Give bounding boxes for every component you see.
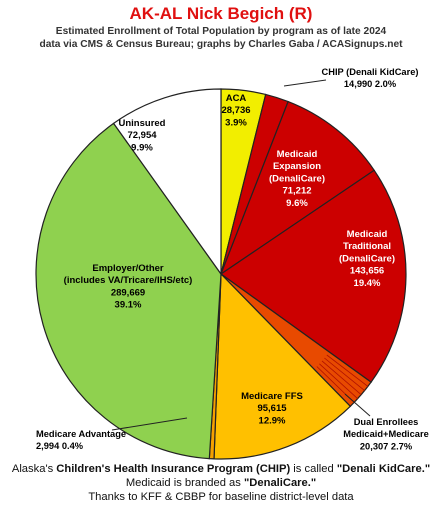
leader-lines <box>111 79 371 431</box>
label-employer-other: Employer/Other (includes VA/Tricare/IHS/e… <box>64 263 193 311</box>
leader-dual <box>344 393 371 417</box>
pie-slices <box>35 88 407 460</box>
dual-hatch-line <box>326 354 369 387</box>
footer-note: Alaska's Children's Health Insurance Pro… <box>0 462 442 504</box>
label-aca: ACA 28,736 3.9% <box>221 93 250 128</box>
chart-subtitle: Estimated Enrollment of Total Population… <box>0 25 442 51</box>
footer-line-1: Alaska's Children's Health Insurance Pro… <box>11 463 431 475</box>
dual-hatch-line <box>321 360 362 396</box>
slice-labels: ACA 28,736 3.9% CHIP (Denali KidCare) 14,990… <box>36 67 429 451</box>
leader-medicare-advantage <box>111 417 188 431</box>
slice-employer-other-includes-va-tricare-ihs-etc <box>35 122 222 460</box>
leader-chip <box>283 79 327 87</box>
footer-line-2: Medicaid is branded as "DenaliCare." <box>125 477 317 489</box>
slice-medicare-ffs <box>213 272 352 460</box>
label-medicare-ffs: Medicare FFS 95,615 12.9% <box>241 391 303 426</box>
chip-name: Children's Health Insurance Program (CHI… <box>56 463 291 475</box>
chip-brand: "Denali KidCare." <box>336 463 431 475</box>
footer-line-3: Thanks to KFF & CBBP for baseline distri… <box>88 491 354 503</box>
slice-medicaid-traditional-denalicare <box>219 169 407 383</box>
slice-medicaid-expansion-denalicare <box>219 100 376 276</box>
subtitle-line-1: Estimated Enrollment of Total Population… <box>55 26 387 37</box>
label-medicaid-traditional: Medicaid Traditional (DenaliCare) 143,656 19… <box>339 229 395 289</box>
chart-title: AK-AL Nick Begich (R) <box>129 4 313 23</box>
slice-uninsured <box>112 88 222 276</box>
label-medicaid-expansion: Medicaid Expansion (DenaliCare) 71,212 9.6% <box>269 149 325 209</box>
label-medicare-advantage: Medicare Advantage 2,994 0.4% <box>36 429 126 451</box>
dual-hatch-line <box>324 357 365 391</box>
medicaid-brand: "DenaliCare." <box>244 477 317 489</box>
subtitle-line-2: data via CMS & Census Bureau; graphs by … <box>39 39 403 50</box>
label-dual-enrollees: Dual Enrollees Medicaid+Medicare 20,307 2.… <box>343 417 429 451</box>
label-chip: CHIP (Denali KidCare) 14,990 2.0% <box>322 67 419 89</box>
label-uninsured: Uninsured 72,954 9.9% <box>119 118 166 153</box>
dual-hatch-line <box>319 363 358 399</box>
